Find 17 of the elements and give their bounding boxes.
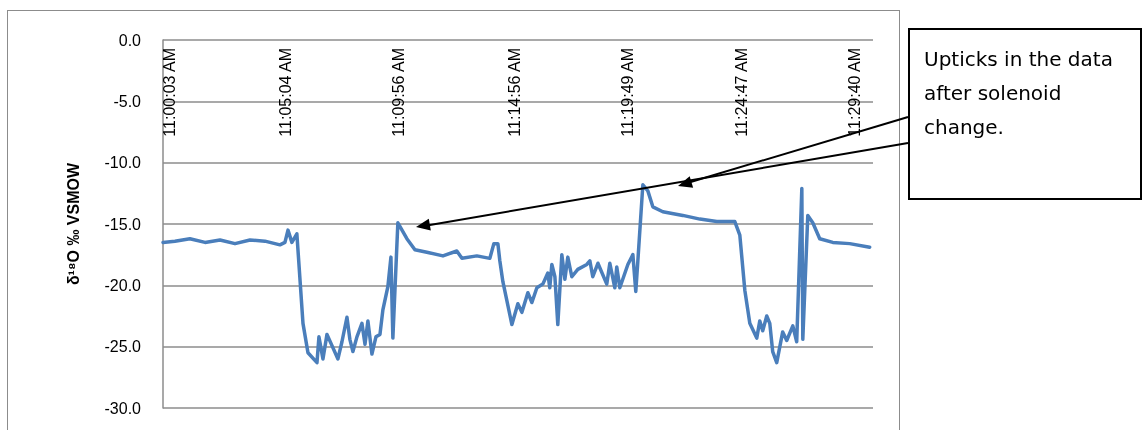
y-tick-label: -25.0 [104,338,142,356]
x-tick-label: 11:05:04 AM [277,48,295,137]
y-tick-label: -10.0 [104,154,142,172]
y-tick-label: -20.0 [104,276,142,294]
x-tick-label: 11:00:03 AM [161,48,179,137]
y-tick-label: 0.0 [118,31,142,49]
x-tick-label: 11:19:49 AM [618,48,636,137]
y-tick-label: -5.0 [113,92,142,110]
line-series [161,183,872,365]
x-tick-label: 11:29:40 AM [846,48,864,137]
x-tick-label: 11:24:47 AM [733,48,751,137]
y-tick-label: -15.0 [104,215,142,233]
y-tick-label: -30.0 [104,399,142,417]
x-tick-label: 11:09:56 AM [390,48,408,137]
x-tick-label: 11:14:56 AM [505,48,523,137]
y-axis-title: δ¹⁸O ‰ VSMOW [64,162,82,286]
text: Upticks in the data after solenoid change. [908,28,1142,200]
